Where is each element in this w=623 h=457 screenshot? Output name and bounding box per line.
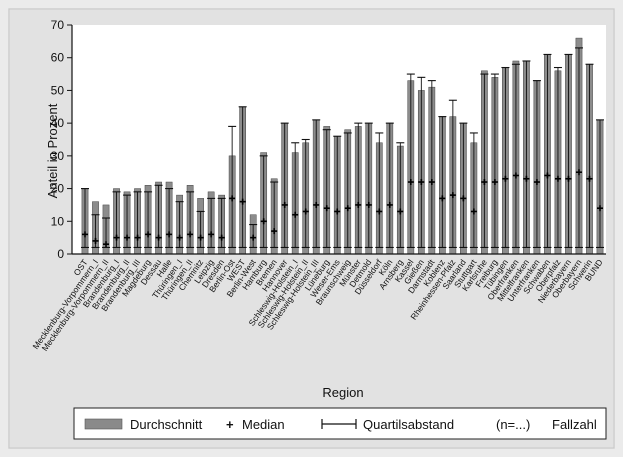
figure-border <box>8 8 615 449</box>
y-tick-label-2: 20 <box>51 182 65 196</box>
plot-area: 010203040506070OSTMecklenburg-Vorpommern… <box>30 18 606 353</box>
y-tick-label-7: 70 <box>51 18 65 32</box>
y-tick-label-4: 40 <box>51 116 65 130</box>
y-axis-title: Anteil in Prozent <box>45 103 60 198</box>
y-tick-label-0: 0 <box>57 247 64 261</box>
chart-svg: 010203040506070OSTMecklenburg-Vorpommern… <box>8 8 615 449</box>
legend-iqr-label: Quartilsabstand <box>363 417 454 432</box>
legend-median-label: Median <box>242 417 285 432</box>
legend-iqr-symbol <box>321 419 357 429</box>
chart-figure: 0 10 20 30 40 50 60 70 OST Mecklenburg-Vorpommern… <box>8 8 615 449</box>
legend-mean-swatch <box>84 418 123 430</box>
legend-count-label: Fallzahl <box>552 417 597 432</box>
legend-median-symbol: + <box>226 417 234 432</box>
y-tick-label-6: 60 <box>51 51 65 65</box>
x-axis-title: Region <box>322 385 363 400</box>
legend-mean-label: Durchschnitt <box>130 417 203 432</box>
y-tick-label-3: 30 <box>51 149 65 163</box>
legend: Durchschnitt + Median Quartilsabstand (n… <box>73 407 607 440</box>
y-tick-label-5: 50 <box>51 83 65 97</box>
legend-count-symbol: (n=...) <box>496 417 530 432</box>
y-tick-label-1: 10 <box>51 214 65 228</box>
